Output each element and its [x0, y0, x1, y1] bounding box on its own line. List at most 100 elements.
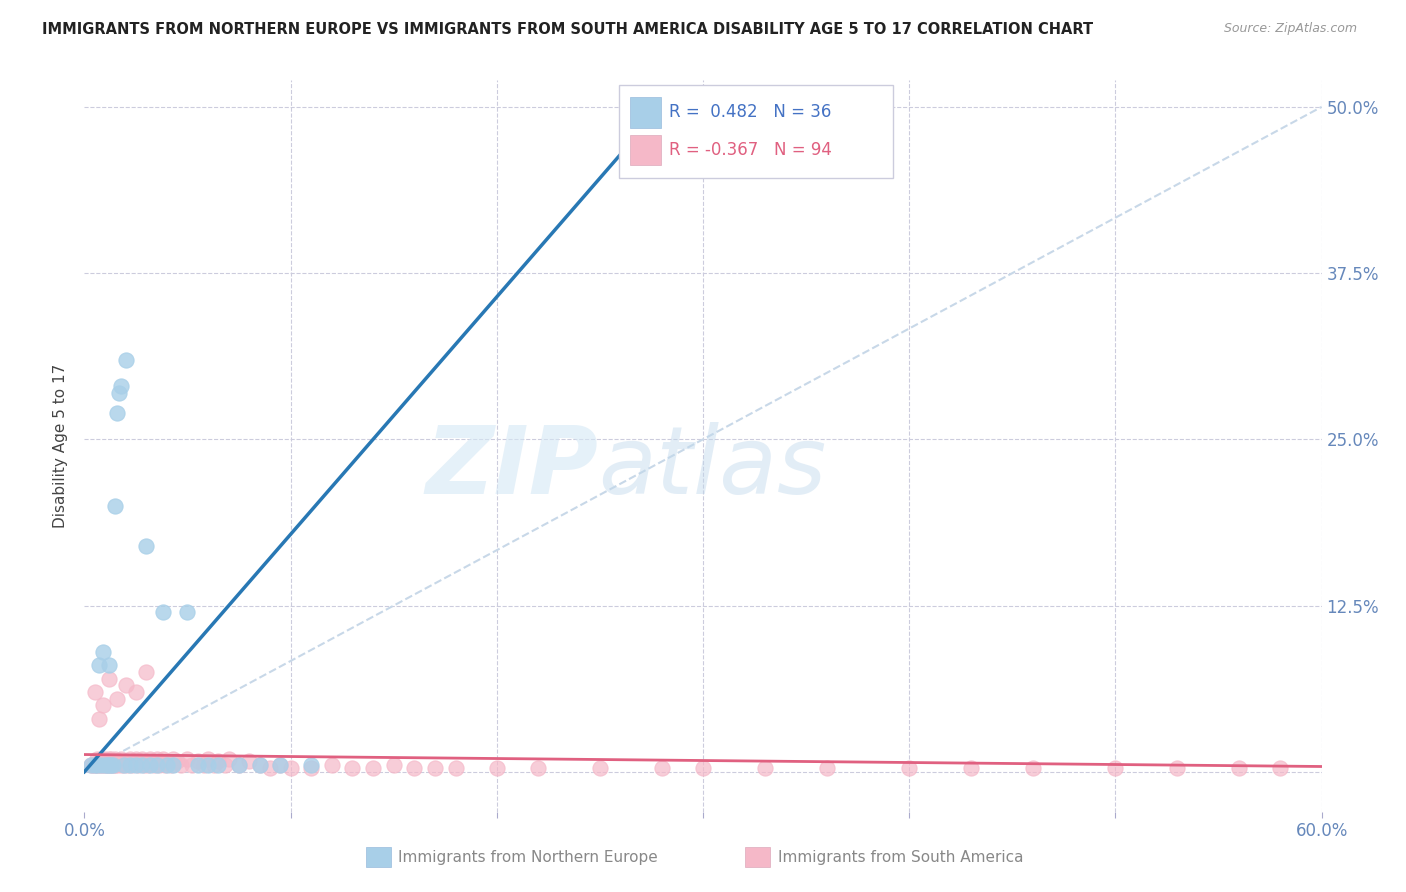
- Point: [83, 685, 105, 699]
- Point: [103, 758, 125, 772]
- Point: [94, 758, 117, 772]
- Point: [86, 758, 108, 772]
- Point: [1166, 761, 1188, 775]
- Text: R = -0.367   N = 94: R = -0.367 N = 94: [669, 141, 832, 159]
- Point: [238, 754, 260, 768]
- Point: [202, 758, 225, 772]
- Point: [321, 758, 343, 772]
- Point: [125, 751, 148, 765]
- Point: [114, 754, 136, 768]
- Point: [105, 758, 128, 772]
- Point: [589, 761, 612, 775]
- Point: [86, 751, 108, 765]
- Point: [180, 758, 202, 772]
- Point: [280, 761, 302, 775]
- Point: [692, 761, 714, 775]
- Point: [960, 761, 983, 775]
- Point: [404, 761, 426, 775]
- Point: [527, 761, 550, 775]
- Point: [197, 751, 219, 765]
- Point: [176, 605, 198, 619]
- Point: [125, 685, 148, 699]
- Y-axis label: Disability Age 5 to 17: Disability Age 5 to 17: [53, 364, 69, 528]
- Point: [87, 758, 110, 772]
- Point: [87, 658, 110, 673]
- Point: [249, 758, 271, 772]
- Point: [82, 758, 104, 772]
- Point: [136, 758, 159, 772]
- Point: [96, 758, 118, 772]
- Point: [98, 758, 121, 772]
- Point: [149, 754, 172, 768]
- Text: atlas: atlas: [598, 423, 827, 514]
- Point: [342, 761, 364, 775]
- Point: [299, 758, 322, 772]
- Point: [118, 751, 141, 765]
- Point: [1104, 761, 1126, 775]
- Point: [193, 758, 215, 772]
- Point: [112, 758, 135, 772]
- Point: [112, 758, 135, 772]
- Point: [131, 758, 153, 772]
- Point: [214, 758, 236, 772]
- Point: [143, 758, 166, 772]
- Point: [117, 758, 139, 772]
- Point: [651, 100, 673, 114]
- Point: [108, 754, 131, 768]
- Point: [153, 758, 176, 772]
- Point: [444, 761, 467, 775]
- Point: [269, 758, 291, 772]
- Point: [145, 751, 167, 765]
- Point: [485, 761, 508, 775]
- Point: [135, 754, 157, 768]
- Point: [170, 758, 193, 772]
- Point: [125, 758, 148, 772]
- Point: [79, 758, 101, 772]
- Point: [127, 758, 149, 772]
- Point: [110, 751, 132, 765]
- Point: [361, 761, 384, 775]
- Point: [754, 761, 776, 775]
- Point: [83, 758, 105, 772]
- Point: [90, 758, 112, 772]
- Point: [96, 758, 118, 772]
- Point: [129, 754, 152, 768]
- Point: [118, 758, 141, 772]
- Point: [156, 754, 179, 768]
- Point: [100, 751, 122, 765]
- Point: [259, 761, 281, 775]
- Point: [105, 406, 128, 420]
- Point: [135, 665, 157, 679]
- Point: [100, 758, 122, 772]
- Point: [100, 758, 122, 772]
- Point: [651, 761, 673, 775]
- Point: [79, 758, 101, 772]
- Point: [207, 754, 229, 768]
- Point: [156, 758, 179, 772]
- Point: [299, 761, 322, 775]
- Point: [815, 761, 838, 775]
- Point: [187, 758, 209, 772]
- Point: [139, 751, 162, 765]
- Text: IMMIGRANTS FROM NORTHERN EUROPE VS IMMIGRANTS FROM SOUTH AMERICA DISABILITY AGE : IMMIGRANTS FROM NORTHERN EUROPE VS IMMIG…: [42, 22, 1094, 37]
- Point: [228, 758, 250, 772]
- Text: Source: ZipAtlas.com: Source: ZipAtlas.com: [1223, 22, 1357, 36]
- Point: [98, 672, 121, 686]
- Point: [218, 751, 240, 765]
- Point: [98, 758, 121, 772]
- Point: [114, 352, 136, 367]
- Point: [83, 758, 105, 772]
- Point: [86, 758, 108, 772]
- Point: [121, 758, 143, 772]
- Point: [134, 758, 156, 772]
- Point: [103, 758, 125, 772]
- Point: [131, 751, 153, 765]
- Point: [162, 751, 184, 765]
- Point: [269, 758, 291, 772]
- Point: [141, 754, 163, 768]
- Point: [110, 379, 132, 393]
- Point: [104, 758, 127, 772]
- Point: [122, 754, 145, 768]
- Point: [108, 385, 131, 400]
- Point: [1022, 761, 1045, 775]
